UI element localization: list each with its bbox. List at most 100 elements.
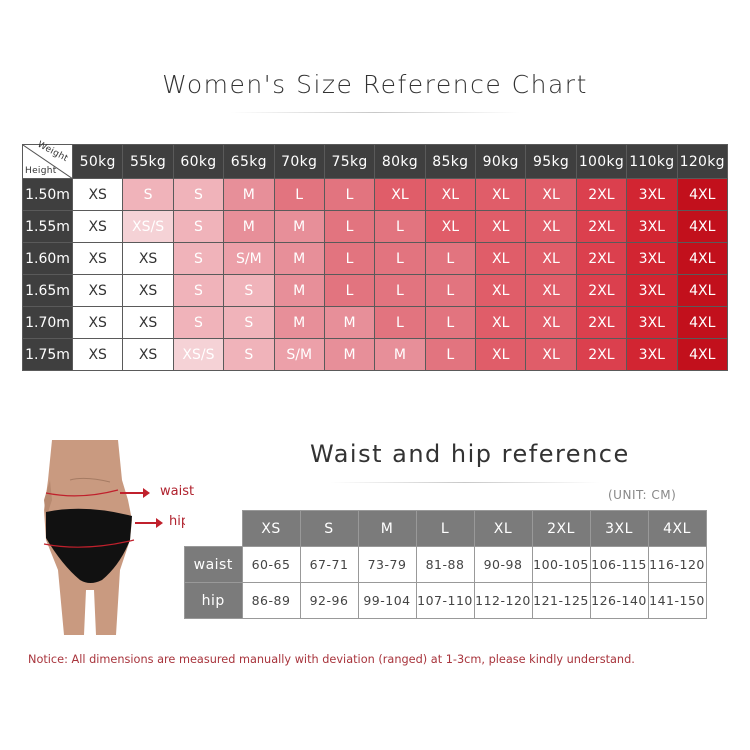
size-cell: M <box>273 242 325 275</box>
size-cell: L <box>323 274 376 307</box>
size-cell: XL <box>525 274 577 307</box>
size-cell: L <box>424 242 477 275</box>
size-cell: M <box>273 210 325 243</box>
size-cell: L <box>374 242 426 275</box>
size-cell: M <box>374 338 426 371</box>
size-cell: XL <box>474 274 527 307</box>
size-cell: XL <box>374 178 426 211</box>
size-cell: 4XL <box>676 210 728 243</box>
measure-cell: 106-115 <box>589 546 649 583</box>
page-title: Women's Size Reference Chart <box>162 70 588 99</box>
weight-header: 110kg <box>626 144 678 179</box>
weight-header: 60kg <box>172 144 225 179</box>
size-cell: 2XL <box>575 210 628 243</box>
size-cell: XS <box>71 242 124 275</box>
size-cell: XS <box>71 210 124 243</box>
size-cell: S <box>223 338 275 371</box>
weight-header: 70kg <box>273 144 325 179</box>
size-cell: M <box>223 210 275 243</box>
size-cell: XL <box>424 210 477 243</box>
size-cell: 4XL <box>676 274 728 307</box>
size-cell: XL <box>525 210 577 243</box>
measure-cell: 126-140 <box>589 582 649 619</box>
size-cell: 3XL <box>626 306 678 339</box>
measure-cell: 92-96 <box>299 582 359 619</box>
measure-cell: 121-125 <box>531 582 591 619</box>
measure-label: hip <box>184 582 243 619</box>
waist-arrow-icon <box>120 488 150 498</box>
size-cell: S <box>172 242 225 275</box>
size-header: XS <box>241 510 301 547</box>
size-cell: L <box>424 274 477 307</box>
measure-cell: 100-105 <box>531 546 591 583</box>
size-cell: 3XL <box>626 338 678 371</box>
size-header: 3XL <box>589 510 649 547</box>
table-row: hip 86-89 92-96 99-104 107-110 112-120 121-125… <box>184 582 707 619</box>
weight-header: 55kg <box>122 144 174 179</box>
size-cell: 3XL <box>626 178 678 211</box>
weight-header: 120kg <box>676 144 728 179</box>
size-cell: S/M <box>273 338 325 371</box>
size-cell: 3XL <box>626 242 678 275</box>
weight-header: 95kg <box>525 144 577 179</box>
table-row: 1.75m XS XS XS/S S S/M M M L XL XL 2XL 3XL 4XL <box>22 338 728 371</box>
size-header: 4XL <box>647 510 707 547</box>
size-cell: M <box>223 178 275 211</box>
table-row: 1.60m XS XS S S/M M L L L XL XL 2XL 3XL 4XL <box>22 242 728 275</box>
size-cell: L <box>374 274 426 307</box>
size-cell: S <box>172 210 225 243</box>
measure-label: waist <box>184 546 243 583</box>
size-cell: XS <box>122 274 174 307</box>
size-cell: L <box>424 306 477 339</box>
size-header: XL <box>473 510 533 547</box>
size-cell: XS <box>71 306 124 339</box>
size-cell: XS <box>71 178 124 211</box>
size-cell: M <box>323 306 376 339</box>
size-header: 2XL <box>531 510 591 547</box>
measure-cell: 107-110 <box>415 582 475 619</box>
measure-cell: 86-89 <box>241 582 301 619</box>
size-cell: L <box>424 338 477 371</box>
size-cell: 3XL <box>626 274 678 307</box>
empty-corner <box>184 510 242 547</box>
size-cell: XS <box>122 306 174 339</box>
size-cell: XL <box>474 210 527 243</box>
measure-cell: 67-71 <box>299 546 359 583</box>
size-cell: L <box>374 306 426 339</box>
height-header: 1.70m <box>22 306 73 339</box>
size-cell: XS <box>122 242 174 275</box>
measure-cell: 90-98 <box>473 546 533 583</box>
size-cell: M <box>273 274 325 307</box>
height-header: 1.50m <box>22 178 73 211</box>
size-cell: XL <box>474 242 527 275</box>
size-cell: M <box>273 306 325 339</box>
size-cell: L <box>374 210 426 243</box>
measure-cell: 99-104 <box>357 582 417 619</box>
corner-height-label: Height <box>25 166 57 176</box>
size-cell: 4XL <box>676 178 728 211</box>
table-row: 1.70m XS XS S S M M L L XL XL 2XL 3XL 4XL <box>22 306 728 339</box>
weight-header: 100kg <box>575 144 628 179</box>
size-cell: S <box>122 178 174 211</box>
waist-hip-table: XS S M L XL 2XL 3XL 4XL waist 60-65 67-71 73-79 81-… <box>184 510 707 619</box>
size-cell: S/M <box>223 242 275 275</box>
size-cell: L <box>273 178 325 211</box>
size-cell: 4XL <box>676 242 728 275</box>
size-cell: S <box>172 306 225 339</box>
size-cell: XL <box>525 242 577 275</box>
height-header: 1.65m <box>22 274 73 307</box>
measure-cell: 112-120 <box>473 582 533 619</box>
measure-cell: 141-150 <box>647 582 707 619</box>
size-cell: 4XL <box>676 338 728 371</box>
weight-header: 80kg <box>374 144 426 179</box>
size-cell: 2XL <box>575 274 628 307</box>
size-cell: XL <box>525 338 577 371</box>
size-cell: XL <box>525 306 577 339</box>
size-cell: L <box>323 210 376 243</box>
size-cell: 2XL <box>575 242 628 275</box>
size-cell: XS <box>71 274 124 307</box>
subtitle-divider <box>330 482 600 483</box>
measure-cell: 73-79 <box>357 546 417 583</box>
size-cell: M <box>323 338 376 371</box>
size-cell: XS/S <box>172 338 225 371</box>
